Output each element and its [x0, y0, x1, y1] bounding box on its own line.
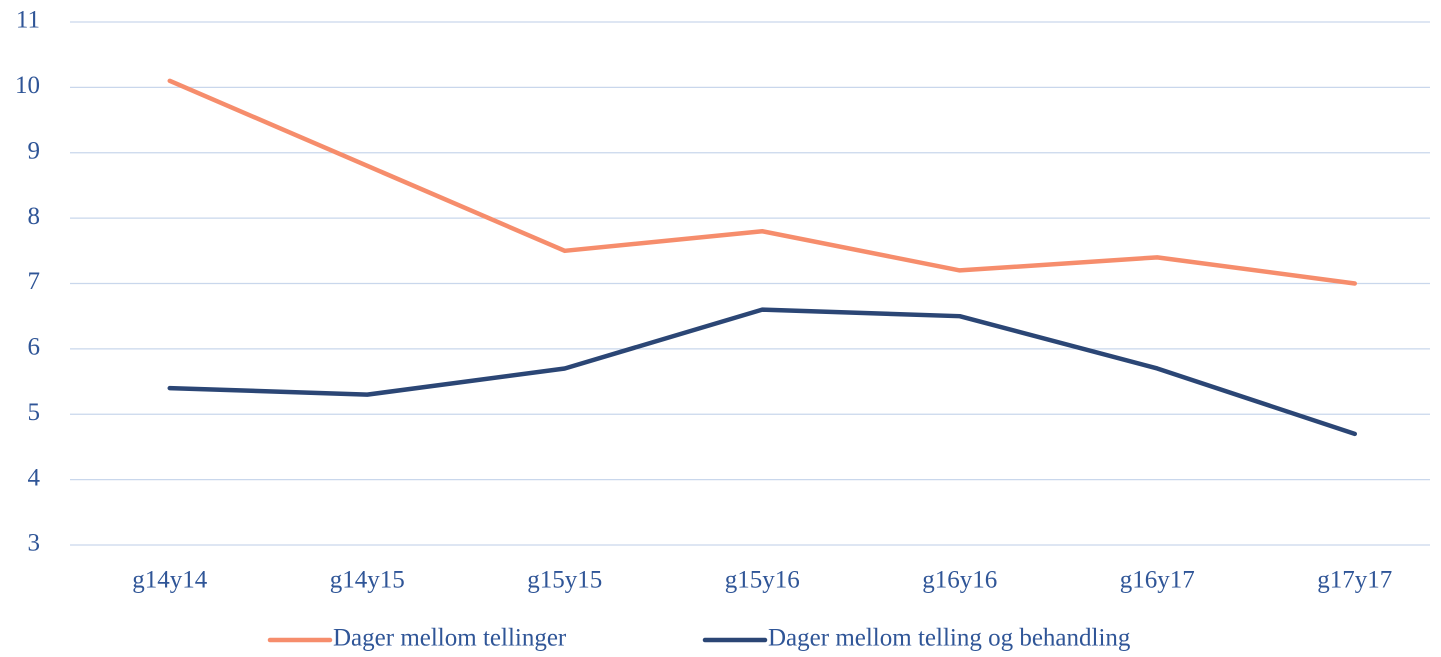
legend-label: Dager mellom telling og behandling — [768, 625, 1131, 652]
y-tick-label: 7 — [28, 268, 41, 295]
x-tick-label: g14y14 — [132, 567, 208, 594]
legend-label: Dager mellom tellinger — [333, 625, 567, 652]
y-tick-label: 3 — [28, 530, 41, 557]
x-tick-label: g15y15 — [527, 567, 602, 594]
y-tick-label: 9 — [28, 137, 41, 164]
series-line — [167, 78, 1357, 286]
x-tick-label: g17y17 — [1317, 567, 1392, 594]
y-tick-label: 5 — [28, 399, 41, 426]
y-tick-label: 4 — [28, 464, 41, 491]
x-tick-label: g16y17 — [1120, 567, 1195, 594]
x-tick-label: g16y16 — [922, 567, 997, 594]
y-tick-label: 10 — [15, 72, 40, 99]
series-line — [167, 307, 1357, 437]
x-tick-label: g15y16 — [725, 567, 800, 594]
y-tick-label: 8 — [28, 203, 41, 230]
y-tick-label: 11 — [16, 7, 40, 34]
y-tick-label: 6 — [28, 334, 41, 361]
x-tick-label: g14y15 — [330, 567, 405, 594]
